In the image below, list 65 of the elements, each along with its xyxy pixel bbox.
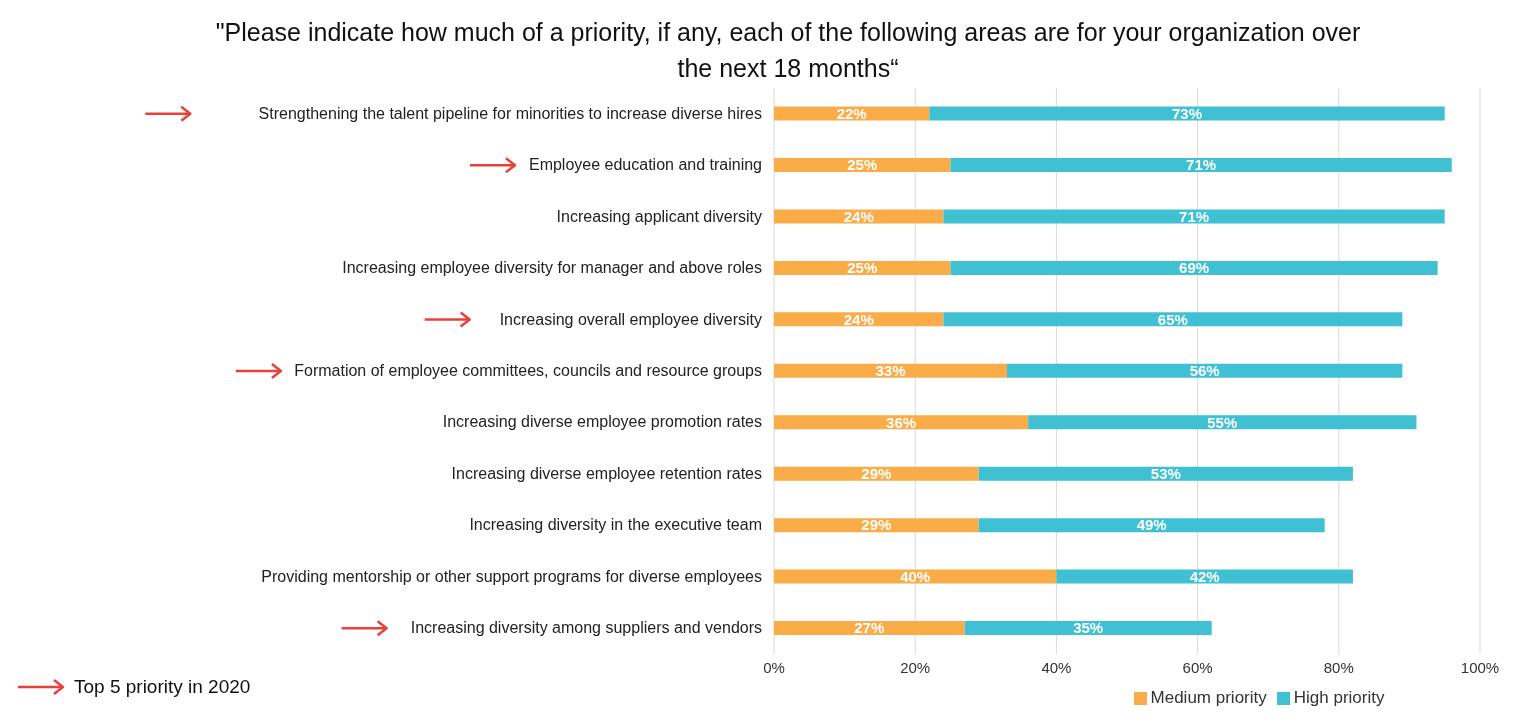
x-tick-label: 40% bbox=[1041, 658, 1072, 676]
x-tick-label: 20% bbox=[900, 658, 931, 676]
legend-label: High priority bbox=[1293, 688, 1385, 707]
y-tick-label: Increasing diversity among suppliers and vendors bbox=[410, 619, 762, 637]
data-label: 24% bbox=[843, 207, 874, 225]
y-tick-label: Employee education and training bbox=[528, 156, 762, 174]
bar bbox=[950, 157, 1452, 172]
y-tick-label: Formation of employee committees, councils and resource groups bbox=[294, 362, 762, 379]
data-label: 71% bbox=[1186, 156, 1217, 174]
data-label: 33% bbox=[875, 362, 906, 380]
bar bbox=[950, 260, 1438, 275]
bar bbox=[774, 518, 979, 533]
bar bbox=[943, 312, 1403, 327]
bar bbox=[774, 106, 930, 121]
data-label: 29% bbox=[861, 516, 892, 534]
y-tick-label: Providing mentorship or other support programs for diverse employees bbox=[261, 567, 762, 585]
bar bbox=[978, 466, 1353, 481]
bar bbox=[774, 569, 1057, 584]
y-tick-label: Increasing diverse employee retention rates bbox=[451, 464, 762, 482]
text: Top 5 priority in 2020 bbox=[74, 676, 251, 698]
data-label: 22% bbox=[836, 104, 867, 122]
bar bbox=[774, 260, 951, 275]
data-label: 29% bbox=[861, 465, 892, 483]
data-label: 25% bbox=[847, 156, 878, 174]
bar bbox=[774, 415, 1029, 430]
bar bbox=[774, 209, 944, 224]
bar bbox=[929, 106, 1445, 121]
bar bbox=[1006, 363, 1403, 378]
x-tick-label: 0% bbox=[763, 658, 785, 676]
data-label: 56% bbox=[1189, 362, 1220, 380]
y-tick-label: Strengthening the talent pipeline for minorities to increase diverse hires bbox=[258, 104, 762, 122]
bar bbox=[774, 621, 965, 636]
data-label: 25% bbox=[847, 259, 878, 277]
data-label: 35% bbox=[1073, 619, 1104, 637]
data-label: 65% bbox=[1157, 310, 1188, 328]
data-label: 24% bbox=[843, 310, 874, 328]
bar bbox=[1056, 569, 1353, 584]
bar bbox=[774, 466, 979, 481]
y-tick-label: Increasing employee diversity for manager and above roles bbox=[342, 259, 762, 277]
bar bbox=[978, 518, 1325, 533]
data-label: 36% bbox=[886, 413, 917, 431]
chart-title: "Please indicate how much of a priority, if any, each of the following areas are for your organization over the next 18 months“ bbox=[214, 17, 1362, 84]
bar bbox=[774, 157, 951, 172]
data-label: 55% bbox=[1207, 413, 1238, 431]
bar bbox=[774, 363, 1007, 378]
y-tick-label: Increasing overall employee diversity bbox=[499, 310, 762, 328]
bar bbox=[774, 312, 944, 327]
data-label: 71% bbox=[1179, 207, 1210, 225]
x-tick-label: 100% bbox=[1460, 658, 1500, 676]
y-tick-label: Increasing diversity in the executive team bbox=[469, 516, 762, 534]
bar bbox=[943, 209, 1445, 224]
bar bbox=[964, 621, 1212, 636]
x-tick-label: 80% bbox=[1323, 658, 1354, 676]
x-tick-label: 60% bbox=[1182, 658, 1213, 676]
data-label: 42% bbox=[1189, 567, 1220, 585]
bar bbox=[1028, 415, 1417, 430]
data-label: 69% bbox=[1179, 259, 1210, 277]
data-label: 73% bbox=[1171, 104, 1203, 122]
data-label: 49% bbox=[1136, 516, 1167, 534]
data-label: 27% bbox=[854, 619, 885, 637]
legend-label: Medium priority bbox=[1150, 688, 1267, 707]
y-tick-label: Increasing diverse employee promotion rates bbox=[442, 413, 762, 431]
data-label: 53% bbox=[1150, 465, 1181, 483]
data-label: 40% bbox=[900, 567, 931, 585]
y-tick-label: Increasing applicant diversity bbox=[556, 207, 762, 225]
